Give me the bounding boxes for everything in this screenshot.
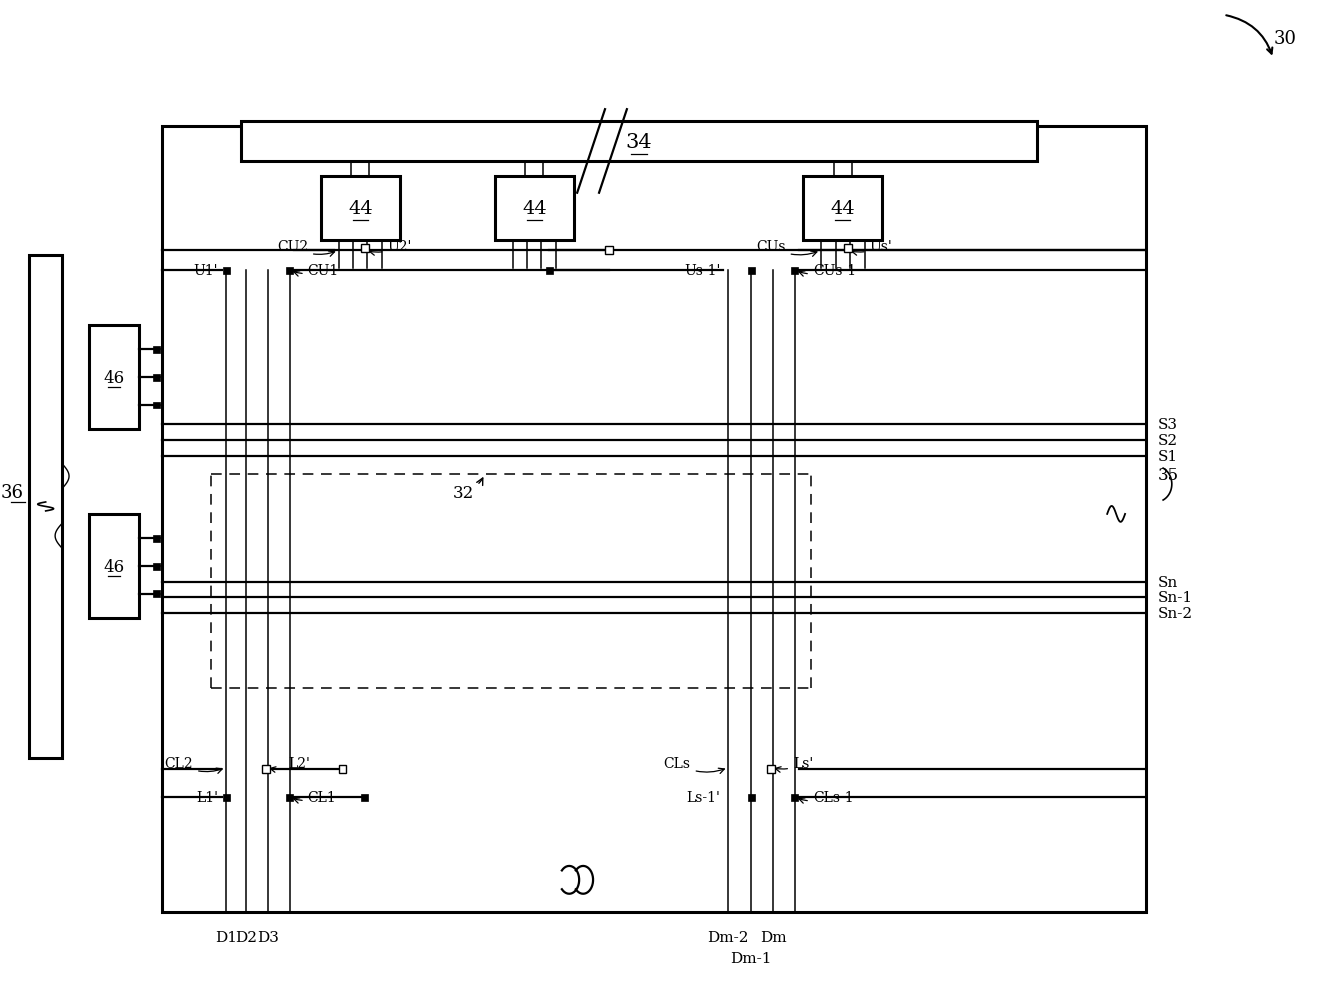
Text: Ls-1': Ls-1' bbox=[686, 790, 720, 804]
Text: 44: 44 bbox=[522, 200, 547, 218]
Bar bbox=[545, 267, 553, 274]
Text: 44: 44 bbox=[830, 200, 855, 218]
Bar bbox=[162, 127, 1146, 911]
Text: 36: 36 bbox=[0, 483, 24, 501]
Text: S3: S3 bbox=[1158, 418, 1177, 432]
Bar bbox=[223, 794, 229, 801]
Text: Us-1': Us-1' bbox=[684, 264, 720, 278]
Bar bbox=[748, 794, 755, 801]
Bar bbox=[803, 177, 882, 242]
Text: D1: D1 bbox=[215, 929, 237, 943]
Bar bbox=[29, 256, 62, 757]
Text: Ls': Ls' bbox=[776, 756, 813, 772]
Text: 44: 44 bbox=[348, 200, 373, 218]
Text: CUs: CUs bbox=[756, 241, 817, 257]
Bar bbox=[286, 267, 294, 274]
Text: Dm-1: Dm-1 bbox=[731, 951, 772, 965]
Text: U1': U1' bbox=[194, 264, 219, 278]
Text: CUs-1: CUs-1 bbox=[799, 264, 856, 278]
Text: CLs: CLs bbox=[664, 756, 724, 773]
Text: 32: 32 bbox=[453, 478, 483, 501]
Bar bbox=[153, 563, 161, 570]
Bar bbox=[241, 122, 1036, 162]
Text: 30: 30 bbox=[1274, 30, 1296, 48]
Text: D3: D3 bbox=[257, 929, 279, 943]
Text: 46: 46 bbox=[103, 370, 124, 387]
Text: L1': L1' bbox=[196, 790, 219, 804]
Bar bbox=[495, 177, 574, 242]
Bar bbox=[153, 375, 161, 382]
Bar bbox=[844, 246, 852, 253]
Bar bbox=[153, 535, 161, 542]
Text: CL2: CL2 bbox=[165, 756, 223, 773]
Bar bbox=[286, 794, 294, 801]
Text: S1: S1 bbox=[1158, 449, 1177, 464]
Text: S2: S2 bbox=[1158, 433, 1177, 448]
Bar bbox=[361, 246, 369, 253]
Bar bbox=[262, 765, 270, 773]
Bar bbox=[792, 794, 798, 801]
Text: Dm-2: Dm-2 bbox=[707, 929, 749, 943]
Bar bbox=[766, 765, 776, 773]
Text: U2': U2' bbox=[370, 241, 412, 256]
Text: CL1: CL1 bbox=[294, 790, 336, 804]
Bar bbox=[320, 177, 400, 242]
Bar bbox=[223, 267, 229, 274]
Text: L2': L2' bbox=[270, 756, 309, 772]
Text: Sn: Sn bbox=[1158, 575, 1179, 588]
Text: Sn-2: Sn-2 bbox=[1158, 606, 1193, 620]
Bar bbox=[90, 514, 138, 618]
Text: Dm: Dm bbox=[760, 929, 786, 943]
Bar bbox=[153, 403, 161, 410]
Bar bbox=[153, 590, 161, 597]
Text: 46: 46 bbox=[103, 558, 124, 575]
Bar bbox=[153, 347, 161, 354]
Text: Sn-1: Sn-1 bbox=[1158, 590, 1193, 604]
Bar bbox=[90, 326, 138, 430]
Bar bbox=[361, 794, 367, 801]
Bar bbox=[338, 765, 346, 773]
Text: D2: D2 bbox=[234, 929, 257, 943]
Text: Us': Us' bbox=[852, 241, 893, 255]
Bar bbox=[605, 248, 612, 255]
Text: CU1: CU1 bbox=[294, 264, 338, 278]
Text: CU2: CU2 bbox=[277, 241, 335, 257]
Text: 35: 35 bbox=[1158, 466, 1179, 483]
Text: CLs-1: CLs-1 bbox=[799, 790, 853, 804]
Bar bbox=[792, 267, 798, 274]
Bar bbox=[748, 267, 755, 274]
Text: 34: 34 bbox=[626, 132, 652, 151]
